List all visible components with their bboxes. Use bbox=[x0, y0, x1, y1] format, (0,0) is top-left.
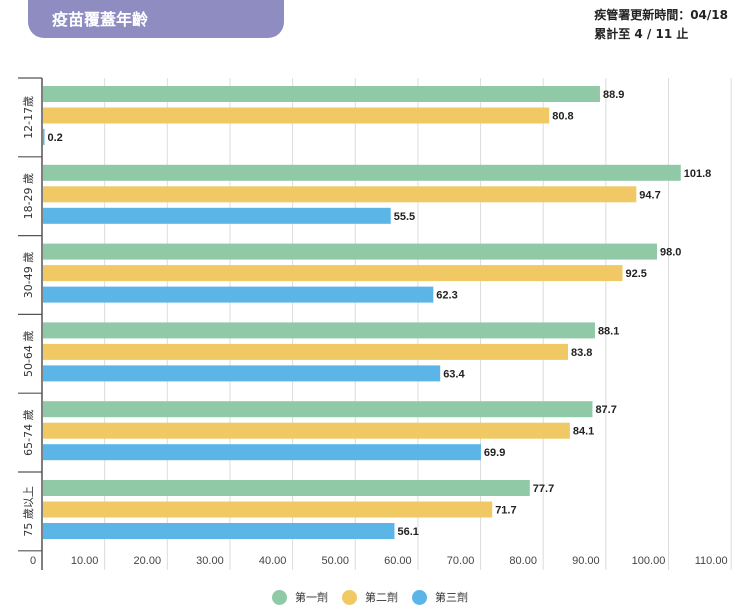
bar bbox=[43, 107, 550, 124]
x-tick-label: 110.00 bbox=[695, 555, 728, 567]
cumulative-date: 累計至 4 / 11 止 bbox=[594, 27, 689, 41]
x-tick-label: 60.00 bbox=[384, 555, 412, 567]
bar bbox=[43, 322, 595, 339]
category-label: 18-29 歲 bbox=[21, 173, 35, 219]
legend-label: 第一劑 bbox=[295, 591, 328, 604]
legend-swatch bbox=[342, 589, 357, 605]
legend-item[interactable]: 第一劑 bbox=[272, 589, 328, 605]
data-label: 63.4 bbox=[443, 368, 465, 380]
data-label: 55.5 bbox=[394, 211, 415, 223]
bar bbox=[43, 243, 657, 260]
data-label: 87.7 bbox=[595, 404, 616, 416]
bar bbox=[43, 286, 434, 303]
x-tick-label: 70.00 bbox=[447, 555, 475, 567]
bar bbox=[43, 444, 481, 461]
data-label: 0.2 bbox=[48, 132, 63, 144]
data-label: 88.9 bbox=[603, 89, 624, 101]
data-label: 77.7 bbox=[533, 483, 554, 495]
data-label: 62.3 bbox=[436, 290, 457, 302]
bar bbox=[43, 86, 600, 102]
x-tick-label: 50.00 bbox=[321, 555, 349, 567]
update-time: 疾管署更新時間：04/18 bbox=[594, 8, 728, 22]
x-tick-label: 20.00 bbox=[134, 555, 162, 567]
legend-item[interactable]: 第三劑 bbox=[412, 589, 468, 605]
legend-item[interactable]: 第二劑 bbox=[342, 589, 398, 605]
x-tick-label: 0 bbox=[30, 555, 36, 567]
chart-title: 疫苗覆蓋年齡 bbox=[52, 10, 149, 29]
x-tick-label: 100.00 bbox=[632, 555, 666, 567]
bar bbox=[43, 422, 570, 439]
data-label: 98.0 bbox=[660, 247, 681, 259]
bar bbox=[43, 501, 493, 518]
data-label: 94.7 bbox=[639, 189, 660, 201]
data-label: 88.1 bbox=[598, 325, 619, 337]
data-label: 56.1 bbox=[397, 526, 418, 538]
x-tick-label: 10.00 bbox=[71, 555, 99, 567]
legend-swatch bbox=[412, 589, 427, 605]
bar bbox=[43, 265, 623, 282]
bar bbox=[43, 365, 441, 382]
legend-label: 第二劑 bbox=[365, 591, 398, 604]
category-label: 75 歲以上 bbox=[21, 486, 35, 537]
data-label: 83.8 bbox=[571, 347, 592, 359]
legend-swatch bbox=[272, 589, 287, 605]
x-tick-label: 40.00 bbox=[259, 555, 287, 567]
bar bbox=[43, 164, 681, 181]
x-tick-label: 30.00 bbox=[196, 555, 224, 567]
category-label: 50-64 歲 bbox=[21, 331, 35, 377]
legend: 第一劑 第二劑 第三劑 bbox=[0, 589, 740, 605]
category-label: 30-49 歲 bbox=[21, 252, 35, 298]
bar bbox=[43, 207, 391, 224]
bar bbox=[43, 186, 637, 203]
bar bbox=[43, 343, 569, 360]
x-tick-label: 80.00 bbox=[509, 555, 537, 567]
bar bbox=[43, 401, 593, 418]
data-label: 69.9 bbox=[484, 447, 505, 459]
data-label: 84.1 bbox=[573, 426, 594, 438]
bar bbox=[43, 480, 530, 496]
bar bbox=[43, 129, 45, 145]
update-info: 疾管署更新時間：04/18 累計至 4 / 11 止 bbox=[594, 6, 728, 44]
x-tick-label: 90.00 bbox=[572, 555, 600, 567]
data-label: 71.7 bbox=[495, 505, 516, 517]
category-label: 12-17歲 bbox=[21, 96, 35, 139]
data-label: 92.5 bbox=[626, 268, 647, 280]
data-label: 80.8 bbox=[552, 111, 573, 123]
category-label: 65-74 歲 bbox=[21, 409, 35, 455]
legend-label: 第三劑 bbox=[435, 591, 468, 604]
title-banner: 疫苗覆蓋年齡 bbox=[28, 0, 284, 38]
bar bbox=[43, 523, 395, 539]
data-label: 101.8 bbox=[684, 168, 712, 180]
